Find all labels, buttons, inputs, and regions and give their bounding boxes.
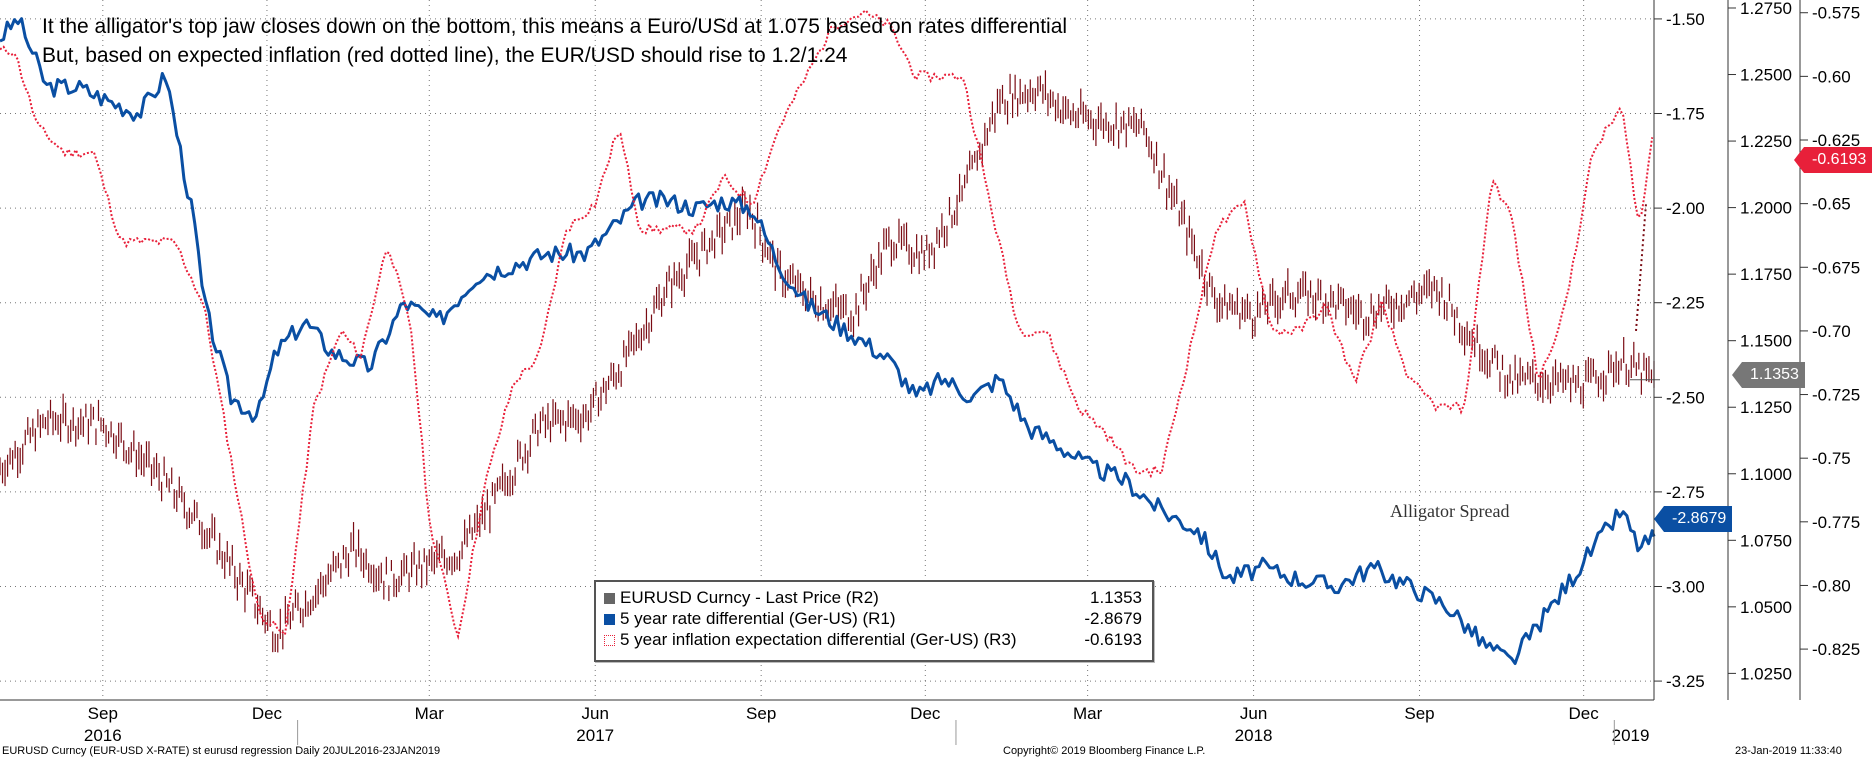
x-tick-label: Sep <box>1404 704 1434 723</box>
axis-r2-label: 1.1000 <box>1740 465 1792 484</box>
axes: Sep Dec Mar Jun Sep Dec Mar Jun Sep Dec 2016 2017 20… <box>0 0 1860 745</box>
axis-r2-label: 1.1250 <box>1740 398 1792 417</box>
axis-r1-label: -2.50 <box>1666 388 1705 407</box>
axis-r1-label: -2.25 <box>1666 294 1705 313</box>
x-tick-label: Mar <box>415 704 445 723</box>
last-value-tag-eurusd: 1.1353 <box>1732 362 1805 388</box>
axis-r2-label: 1.2750 <box>1740 0 1792 18</box>
axis-r1-label: -1.75 <box>1666 105 1705 124</box>
x-tick-label: Sep <box>88 704 118 723</box>
x-year-label: 2016 <box>84 726 122 745</box>
last-value-tag-inflation: -0.6193 <box>1793 147 1873 173</box>
axis-r3-label: -0.70 <box>1812 322 1851 341</box>
legend-value-eurusd: 1.1353 <box>1090 588 1142 607</box>
axis-r3-label: -0.80 <box>1812 576 1851 595</box>
axis-r2-label: 1.2000 <box>1740 199 1792 218</box>
axis-r3-label: -0.75 <box>1812 449 1851 468</box>
inflation-differential-line <box>0 9 1654 641</box>
axis-r3-label: -0.625 <box>1812 131 1860 150</box>
annotation-line-1: It the alligator's top jaw closes down o… <box>42 15 1068 38</box>
legend-label-eurusd: EURUSD Curncy - Last Price (R2) <box>620 588 879 607</box>
x-tick-label: Sep <box>746 704 776 723</box>
legend-entry-eurusd: EURUSD Curncy - Last Price (R2) 1.1353 <box>604 588 1142 608</box>
x-year-label: 2019 <box>1612 726 1650 745</box>
axis-r1-label: -2.00 <box>1666 199 1705 218</box>
axis-r1-label: -3.25 <box>1666 672 1705 691</box>
axis-r1-label: -3.00 <box>1666 577 1705 596</box>
footer-timestamp: 23-Jan-2019 11:33:40 <box>1735 745 1842 757</box>
legend-label-inflation: 5 year inflation expectation differentia… <box>620 630 1017 649</box>
x-year-label: 2017 <box>576 726 614 745</box>
footer-copyright: Copyright© 2019 Bloomberg Finance L.P. <box>1003 745 1206 757</box>
annotation-line-2: But, based on expected inflation (red do… <box>42 44 848 67</box>
x-tick-label: Dec <box>252 704 283 723</box>
x-year-label: 2018 <box>1235 726 1273 745</box>
x-tick-label: Dec <box>1569 704 1600 723</box>
axis-r3-label: -0.575 <box>1812 4 1860 23</box>
axis-r2-label: 1.0250 <box>1740 664 1792 683</box>
x-tick-label: Jun <box>1240 704 1267 723</box>
legend-swatch-inflation <box>604 635 615 646</box>
rate-differential-line <box>0 17 1656 665</box>
legend-value-rate: -2.8679 <box>1084 609 1142 628</box>
series-inflation-differential <box>0 9 1654 641</box>
axis-r2-label: 1.1750 <box>1740 265 1792 284</box>
legend: EURUSD Curncy - Last Price (R2) 1.1353 5… <box>594 580 1154 662</box>
series-rate-differential <box>0 17 1656 665</box>
axis-r3-label: -0.775 <box>1812 513 1860 532</box>
legend-entry-rate: 5 year rate differential (Ger-US) (R1) -… <box>604 609 1142 629</box>
legend-label-rate: 5 year rate differential (Ger-US) (R1) <box>620 609 896 628</box>
series-eurusd <box>0 70 1660 653</box>
legend-entry-inflation: 5 year inflation expectation differentia… <box>604 630 1142 650</box>
last-value-tag-rate: -2.8679 <box>1653 506 1733 532</box>
axis-r2-label: 1.0500 <box>1740 598 1792 617</box>
x-tick-label: Dec <box>910 704 941 723</box>
legend-swatch-rate <box>604 614 615 625</box>
x-tick-label: Jun <box>582 704 609 723</box>
axis-r3-label: -0.725 <box>1812 386 1860 405</box>
axis-r1-label: -2.75 <box>1666 483 1705 502</box>
axis-r3-label: -0.675 <box>1812 258 1860 277</box>
x-tick-label: Mar <box>1073 704 1103 723</box>
axis-r1-label: -1.50 <box>1666 10 1705 29</box>
axis-r3-label: -0.825 <box>1812 640 1860 659</box>
axis-r2-label: 1.2250 <box>1740 132 1792 151</box>
legend-value-inflation: -0.6193 <box>1084 630 1142 649</box>
legend-swatch-eurusd <box>604 593 615 604</box>
projection-arrow <box>1635 203 1647 331</box>
axis-r2-label: 1.1500 <box>1740 332 1792 351</box>
axis-r2-label: 1.2500 <box>1740 66 1792 85</box>
axis-r3-label: -0.60 <box>1812 67 1851 86</box>
footer-source: EURUSD Curncy (EUR-USD X-RATE) st eurusd… <box>2 745 441 757</box>
axis-r3-label: -0.65 <box>1812 195 1851 214</box>
alligator-spread-label: Alligator Spread <box>1390 501 1510 521</box>
grid <box>0 0 1654 700</box>
axis-r2-label: 1.0750 <box>1740 531 1792 550</box>
